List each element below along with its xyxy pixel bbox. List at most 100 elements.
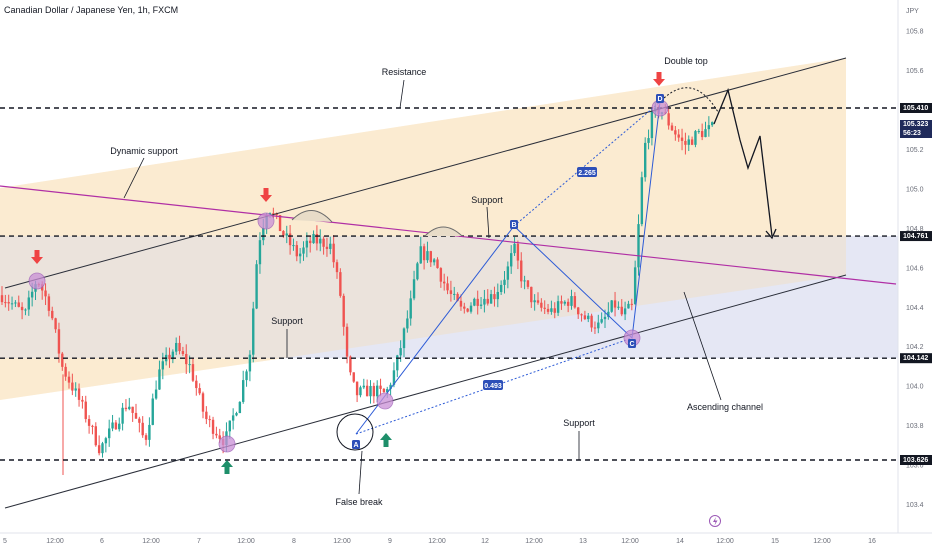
time-tick-label: 5 — [3, 538, 7, 545]
candle-body — [302, 247, 305, 254]
annotation-dynamic-support: Dynamic support — [110, 146, 178, 156]
candle-body — [620, 306, 623, 315]
price-tick-label: 105.8 — [906, 29, 924, 36]
candle-body — [402, 328, 406, 349]
candle-body — [453, 293, 456, 295]
candle-body — [412, 279, 416, 299]
candle-body — [272, 213, 275, 215]
candle-body — [496, 291, 499, 300]
candle-body — [141, 422, 144, 436]
candle-body — [84, 401, 87, 420]
price-tick-label: 105.2 — [906, 147, 924, 154]
candle-body — [439, 268, 443, 282]
time-tick-label: 12:00 — [525, 538, 543, 545]
candle-body — [44, 290, 47, 297]
candle-body — [118, 423, 121, 430]
pattern-point-label — [510, 220, 518, 229]
candle-body — [389, 384, 392, 390]
top-hump — [291, 210, 333, 223]
candle-body — [422, 246, 426, 261]
measure-value-upper: 2.265 — [578, 170, 596, 177]
price-tick-label: 105.0 — [906, 186, 924, 193]
chart-symbol-title: Canadian Dollar / Japanese Yen, 1h, FXCM — [4, 5, 179, 15]
candle-body — [51, 310, 54, 319]
candle-body — [262, 228, 265, 241]
candle-body — [87, 419, 91, 426]
candle-body — [694, 131, 697, 145]
up-arrow-icon — [380, 433, 392, 447]
measure-box-upper — [577, 167, 597, 177]
candle-body — [57, 329, 61, 354]
annotation-double-top: Double top — [664, 56, 708, 66]
lightning-icon[interactable] — [709, 515, 721, 527]
candle-body — [603, 316, 607, 320]
marker-circle — [257, 212, 275, 230]
candle-body — [476, 298, 479, 306]
candle-body — [148, 424, 151, 440]
pointer-line — [399, 79, 405, 109]
price-label-value: 105.323 — [903, 121, 928, 128]
candle-body — [566, 301, 570, 306]
candle-body — [14, 302, 17, 304]
candle-body — [429, 251, 432, 263]
candle-body — [161, 361, 164, 370]
candle-body — [228, 420, 231, 432]
down-arrow-icon — [653, 72, 665, 86]
candle-body — [54, 318, 57, 330]
candle-body — [577, 307, 580, 315]
time-tick-label: 12 — [481, 538, 489, 545]
candle-body — [108, 428, 111, 439]
candle-body — [285, 233, 288, 236]
candle-body — [690, 139, 694, 145]
candle-body — [590, 315, 593, 328]
candle-body — [550, 308, 553, 312]
candle-body — [449, 290, 453, 295]
candle-body — [687, 139, 690, 145]
candle-body — [640, 177, 644, 225]
candle-body — [506, 266, 510, 280]
candle-body — [104, 438, 108, 444]
candle-body — [138, 418, 141, 423]
price-axis-currency: JPY — [906, 8, 919, 15]
candle-body — [178, 342, 181, 352]
candle-body — [704, 129, 707, 138]
candle-body — [510, 253, 513, 267]
candle-body — [543, 307, 546, 309]
candle-body — [319, 238, 322, 244]
candle-body — [479, 304, 483, 306]
measure-box-lower — [483, 380, 503, 390]
candle-body — [563, 301, 566, 304]
candle-body — [332, 243, 335, 263]
down-arrow-icon — [31, 250, 43, 264]
candle-body — [362, 385, 365, 388]
price-tick-label: 104.6 — [906, 265, 924, 272]
time-axis — [0, 533, 932, 550]
candle-body — [211, 419, 215, 434]
candle-body — [697, 131, 700, 133]
candle-body — [188, 364, 191, 366]
candle-body — [597, 322, 600, 329]
channel-upper-line — [4, 57, 847, 289]
candle-body — [198, 388, 201, 394]
candle-body — [583, 315, 587, 320]
price-tick-label: 105.6 — [906, 68, 924, 75]
pattern-point-letter: C — [629, 341, 634, 348]
candle-body — [580, 314, 583, 316]
candle-body — [121, 407, 124, 424]
candle-body — [111, 422, 114, 429]
candle-body — [97, 445, 101, 454]
time-tick-label: 12:00 — [237, 538, 255, 545]
price-tick-label: 104.8 — [906, 226, 924, 233]
candle-body — [114, 422, 118, 430]
candle-body — [355, 381, 359, 396]
time-tick-label: 9 — [388, 538, 392, 545]
candle-body — [282, 231, 285, 236]
candle-body — [379, 385, 382, 389]
candle-body — [81, 399, 84, 402]
candle-body — [0, 295, 4, 303]
candle-body — [208, 419, 211, 421]
candle-body — [573, 296, 577, 308]
candle-body — [607, 311, 610, 317]
candle-body — [637, 224, 640, 268]
